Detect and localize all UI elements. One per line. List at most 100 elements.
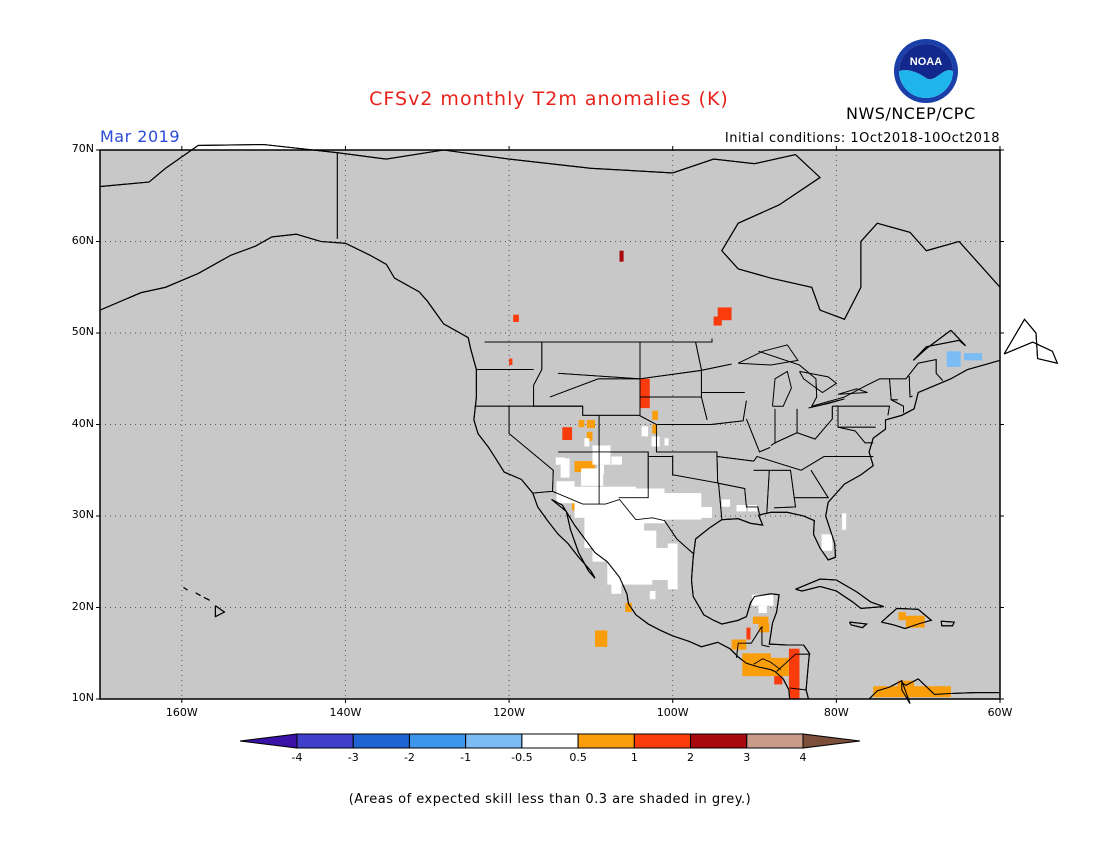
colorbar-swatch [352,733,410,749]
colorbar-tick-label: -4 [291,751,303,764]
anomaly-cell [664,493,702,520]
political-border [908,375,913,398]
lon-label: 80W [823,706,849,719]
political-border [796,406,833,440]
colorbar-tick-label: -1 [460,751,472,764]
great-lake [737,344,799,366]
anomaly-cell [964,353,982,361]
great-lake [808,398,845,409]
colorbar-swatch [577,733,635,749]
political-border [776,653,811,672]
colorbar-tick-label: 4 [799,751,807,764]
anomaly-cell [946,351,961,367]
anomaly-cell [905,615,925,628]
colorbar-arrow-high [802,733,861,749]
anomaly-cell [821,534,833,551]
anomaly-cell [748,505,757,512]
forecast-month: Mar 2019 [100,127,180,146]
colorbar-swatch [690,733,748,749]
lon-label: 120W [493,706,526,719]
coastline [795,578,884,609]
skill-footnote: (Areas of expected skill less than 0.3 a… [348,792,752,807]
political-border [758,350,944,407]
agency-label: NWS/NCEP/CPC [846,104,976,123]
colorbar-tick-label: 0.5 [569,751,587,764]
anomaly-cell [752,594,774,606]
anomaly-cell [586,419,595,429]
political-border [558,451,649,499]
anomaly-cell [562,427,573,440]
political-border [745,418,771,453]
anomaly-cell [788,648,800,699]
anomaly-cell [584,438,590,447]
anomaly-cell [578,419,585,428]
political-border [838,405,891,416]
political-border [716,451,760,515]
lat-label: 40N [71,416,94,430]
political-border [753,658,781,671]
coastline [195,592,201,597]
colorbar-swatch [521,733,579,749]
anomaly-cell [611,581,622,594]
coastline [1003,318,1059,364]
political-border [532,490,694,554]
colorbar-swatch [633,733,692,749]
anomaly-cell [595,630,608,647]
anomaly-cell [556,481,575,504]
colorbar-tick-label: 1 [630,751,638,764]
political-border [533,342,874,471]
colorbar-tick-label: -3 [347,751,359,764]
anomaly-cell [619,250,624,262]
map-title: CFSv2 monthly T2m anomalies (K) [369,88,729,110]
anomaly-cell [758,623,770,633]
political-border [832,405,876,428]
anomaly-cell [555,457,565,465]
anomaly-cell [664,438,669,446]
anomaly-cell [644,548,669,580]
lon-label: 60W [987,706,1013,719]
political-border [753,469,770,514]
great-lake [799,370,838,394]
anomaly-cell [652,410,658,420]
lat-label: 30N [71,508,94,521]
anomaly-cell [731,639,747,650]
anomaly-cell [752,616,769,624]
colorbar-swatch [746,733,804,749]
political-border [648,456,723,519]
anomaly-cell [762,657,789,677]
coastline [849,621,868,629]
colorbar-tick-label: 2 [687,751,695,764]
political-border [558,372,641,380]
lat-label: 20N [71,599,94,613]
coastline [912,329,966,361]
anomaly-cell [758,605,767,613]
anomaly-cell [898,612,906,621]
coastline [868,678,1000,704]
colorbar-tick-label: -2 [403,751,415,764]
colorbar-swatch [465,733,523,749]
anomaly-cell [640,378,650,409]
political-border [837,426,874,444]
anomaly-cell [697,506,712,518]
coastline [183,586,188,591]
colorbar-swatch [296,733,354,749]
coastline [214,605,226,618]
lat-label: 50N [71,325,94,338]
coastline [99,233,791,700]
political-border [889,378,904,413]
anomaly-cell [611,456,622,465]
colorbar-tick-label: 3 [743,751,751,764]
lat-label: 10N [71,691,94,704]
coastline [690,359,1001,700]
anomaly-cell [597,464,604,474]
political-border [695,342,708,421]
political-border [789,687,807,691]
political-border [761,626,770,648]
lon-label: 140W [329,706,362,719]
anomaly-cell [509,358,513,365]
anomaly-cell [736,505,747,512]
great-lake [837,388,868,395]
coastline [881,607,933,630]
colorbar-tick-label: -0.5 [511,751,533,764]
